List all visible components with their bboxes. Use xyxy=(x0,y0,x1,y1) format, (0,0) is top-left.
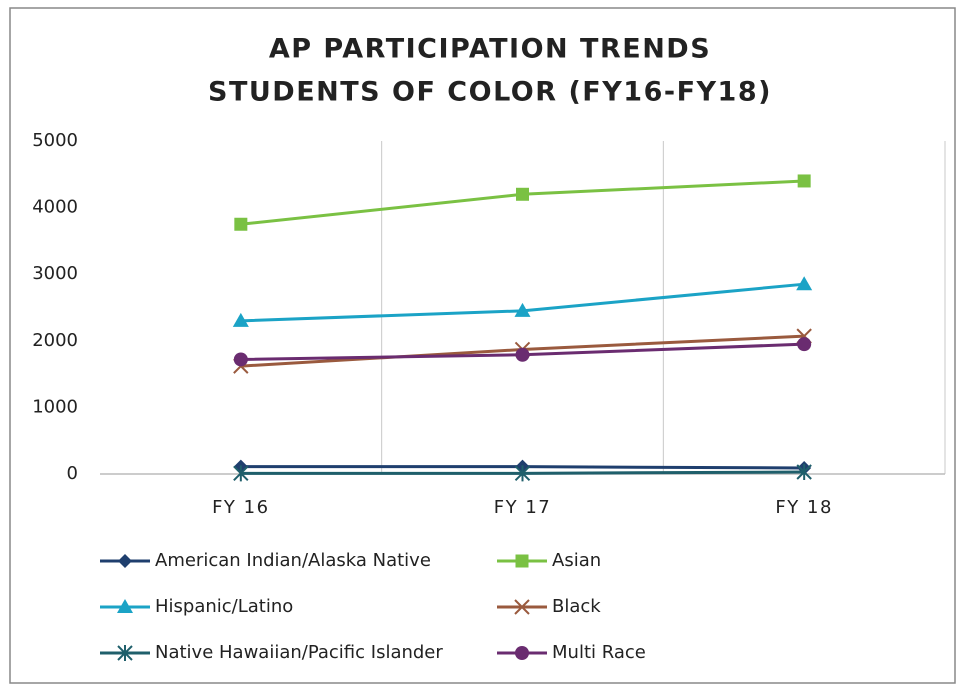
legend-label: Hispanic/Latino xyxy=(155,596,293,617)
x-tick-label: FY 17 xyxy=(494,497,551,518)
data-point xyxy=(514,465,531,482)
y-tick-label: 2000 xyxy=(32,330,78,351)
x-tick-label: FY 18 xyxy=(775,497,832,518)
legend-label: Multi Race xyxy=(552,642,646,663)
legend-label: American Indian/Alaska Native xyxy=(155,550,431,571)
data-point xyxy=(232,312,249,327)
data-point xyxy=(796,276,813,291)
legend-marker xyxy=(118,554,132,568)
legend-marker xyxy=(117,645,133,661)
data-point xyxy=(516,187,529,201)
legend-marker xyxy=(515,554,529,568)
legend-marker xyxy=(117,599,133,613)
data-point xyxy=(233,465,249,482)
data-point xyxy=(234,217,248,231)
legend-label: Black xyxy=(552,596,601,617)
data-point xyxy=(796,464,812,481)
legend-marker xyxy=(514,599,530,615)
x-tick-label: FY 16 xyxy=(212,497,269,518)
y-tick-label: 5000 xyxy=(32,130,78,151)
y-tick-label: 1000 xyxy=(32,396,78,417)
y-tick-label: 0 xyxy=(67,463,78,484)
data-point xyxy=(515,347,530,362)
legend-label: Native Hawaiian/Pacific Islander xyxy=(155,642,443,663)
data-point xyxy=(233,352,248,367)
chart-frame xyxy=(9,7,956,684)
chart-title: STUDENTS OF COLOR (FY16-FY18) xyxy=(208,77,772,108)
data-point xyxy=(797,337,812,352)
y-tick-label: 3000 xyxy=(32,263,78,284)
legend-marker xyxy=(515,646,529,660)
data-point xyxy=(514,302,531,317)
y-tick-label: 4000 xyxy=(32,197,78,218)
data-point xyxy=(797,174,811,188)
chart-title: AP PARTICIPATION TRENDS xyxy=(269,34,711,65)
legend-label: Asian xyxy=(552,550,601,571)
